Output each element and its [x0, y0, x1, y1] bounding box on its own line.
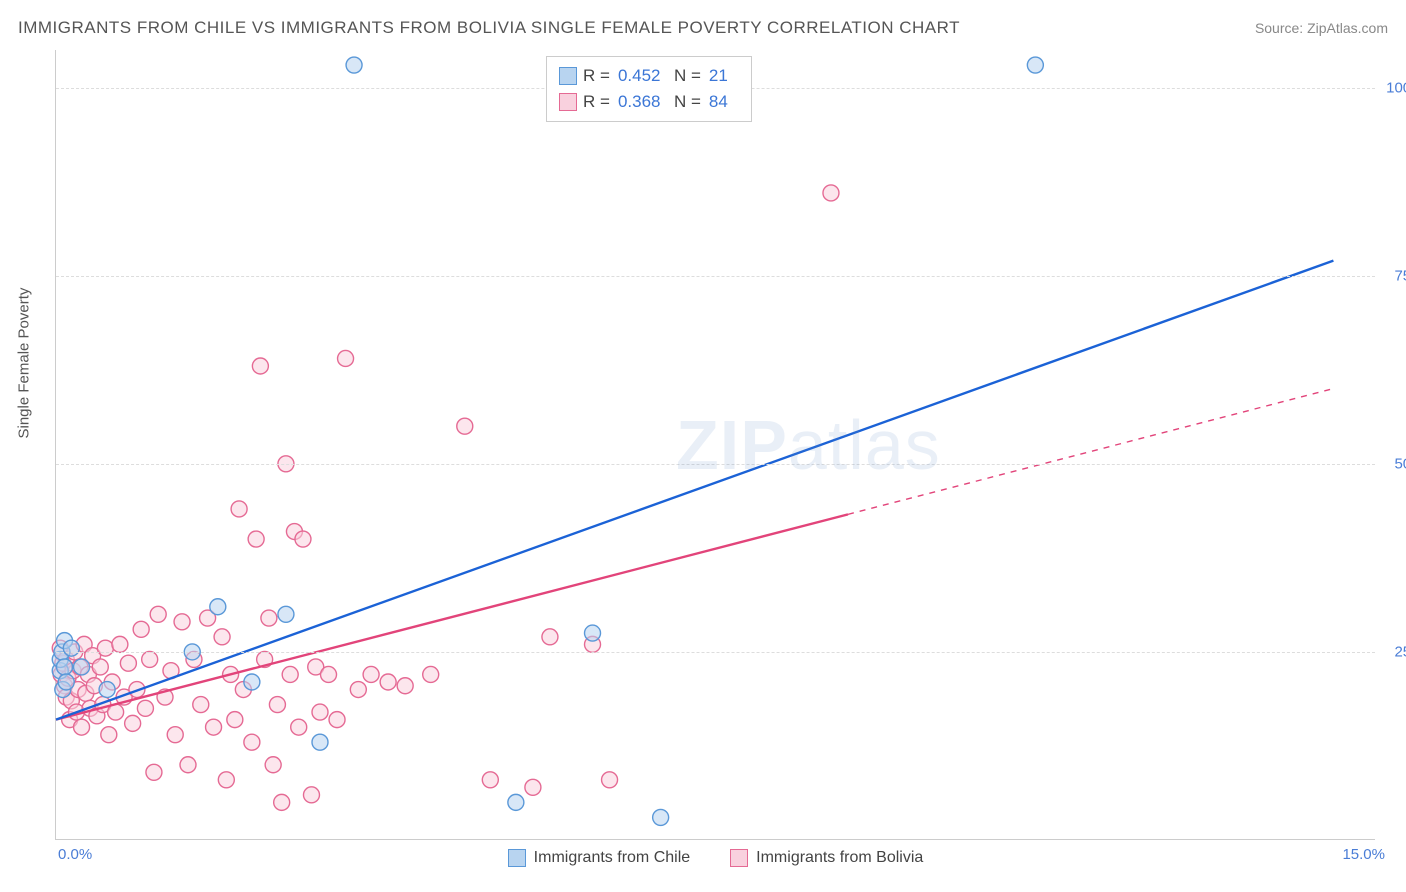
scatter-point-bolivia — [338, 350, 354, 366]
scatter-point-chile — [346, 57, 362, 73]
y-axis-label: Single Female Poverty — [16, 288, 33, 439]
scatter-point-chile — [585, 625, 601, 641]
y-tick-label: 75.0% — [1381, 267, 1406, 284]
chart-title: IMMIGRANTS FROM CHILE VS IMMIGRANTS FROM… — [18, 18, 960, 38]
scatter-point-bolivia — [112, 636, 128, 652]
scatter-point-bolivia — [321, 666, 337, 682]
legend-r-label: R = — [583, 66, 610, 86]
legend-corr-row-bolivia: R = 0.368 N = 84 — [559, 89, 739, 115]
y-tick-label: 50.0% — [1381, 455, 1406, 472]
scatter-point-bolivia — [231, 501, 247, 517]
regression-line-bolivia-dashed — [848, 389, 1333, 515]
scatter-point-bolivia — [218, 772, 234, 788]
legend-swatch — [508, 849, 526, 867]
scatter-point-bolivia — [180, 757, 196, 773]
scatter-point-bolivia — [363, 666, 379, 682]
legend-n-label: N = — [674, 66, 701, 86]
scatter-point-bolivia — [252, 358, 268, 374]
scatter-point-bolivia — [248, 531, 264, 547]
scatter-point-bolivia — [482, 772, 498, 788]
legend-corr-row-chile: R = 0.452 N = 21 — [559, 63, 739, 89]
gridline — [56, 276, 1375, 277]
x-tick-label: 0.0% — [58, 846, 92, 863]
legend-r-value: 0.368 — [618, 92, 668, 112]
scatter-point-bolivia — [397, 678, 413, 694]
scatter-point-bolivia — [133, 621, 149, 637]
legend-series-label: Immigrants from Chile — [534, 849, 690, 867]
scatter-point-bolivia — [269, 697, 285, 713]
scatter-point-bolivia — [329, 712, 345, 728]
scatter-point-bolivia — [350, 682, 366, 698]
gridline — [56, 652, 1375, 653]
scatter-point-bolivia — [295, 531, 311, 547]
source-label: Source: ZipAtlas.com — [1255, 20, 1388, 36]
scatter-point-bolivia — [244, 734, 260, 750]
scatter-point-bolivia — [167, 727, 183, 743]
scatter-point-chile — [653, 809, 669, 825]
scatter-point-bolivia — [265, 757, 281, 773]
scatter-point-chile — [63, 640, 79, 656]
scatter-point-bolivia — [174, 614, 190, 630]
legend-n-label: N = — [674, 92, 701, 112]
scatter-point-bolivia — [380, 674, 396, 690]
scatter-point-bolivia — [206, 719, 222, 735]
scatter-point-bolivia — [823, 185, 839, 201]
legend-swatch — [559, 67, 577, 85]
legend-n-value: 21 — [709, 66, 739, 86]
y-tick-label: 100.0% — [1381, 79, 1406, 96]
scatter-point-bolivia — [261, 610, 277, 626]
scatter-point-chile — [210, 599, 226, 615]
scatter-point-bolivia — [291, 719, 307, 735]
scatter-point-chile — [57, 659, 73, 675]
scatter-point-bolivia — [92, 659, 108, 675]
legend-swatch — [559, 93, 577, 111]
scatter-point-bolivia — [312, 704, 328, 720]
scatter-point-chile — [99, 682, 115, 698]
scatter-point-bolivia — [457, 418, 473, 434]
scatter-point-bolivia — [142, 651, 158, 667]
scatter-point-chile — [312, 734, 328, 750]
legend-swatch — [730, 849, 748, 867]
gridline — [56, 464, 1375, 465]
scatter-point-bolivia — [282, 666, 298, 682]
x-tick-label: 15.0% — [1342, 846, 1385, 863]
scatter-point-chile — [1027, 57, 1043, 73]
legend-r-value: 0.452 — [618, 66, 668, 86]
regression-line-chile — [56, 261, 1333, 720]
scatter-point-bolivia — [525, 779, 541, 795]
scatter-point-chile — [74, 659, 90, 675]
scatter-point-bolivia — [150, 606, 166, 622]
scatter-point-bolivia — [146, 764, 162, 780]
legend-correlation: R = 0.452 N = 21 R = 0.368 N = 84 — [546, 56, 752, 122]
legend-r-label: R = — [583, 92, 610, 112]
scatter-point-bolivia — [602, 772, 618, 788]
scatter-point-bolivia — [423, 666, 439, 682]
scatter-point-chile — [58, 674, 74, 690]
scatter-point-bolivia — [125, 715, 141, 731]
scatter-point-bolivia — [137, 700, 153, 716]
legend-series-item-chile: Immigrants from Chile — [508, 849, 690, 867]
y-tick-label: 25.0% — [1381, 643, 1406, 660]
scatter-point-chile — [278, 606, 294, 622]
scatter-point-bolivia — [193, 697, 209, 713]
legend-series-label: Immigrants from Bolivia — [756, 849, 923, 867]
scatter-point-bolivia — [303, 787, 319, 803]
legend-series-item-bolivia: Immigrants from Bolivia — [730, 849, 923, 867]
scatter-point-chile — [244, 674, 260, 690]
plot-area: 25.0%50.0%75.0%100.0% ZIPatlas R =0.452N… — [55, 50, 1375, 840]
scatter-point-bolivia — [227, 712, 243, 728]
chart-svg — [56, 50, 1375, 839]
scatter-point-bolivia — [214, 629, 230, 645]
scatter-point-bolivia — [74, 719, 90, 735]
scatter-point-bolivia — [120, 655, 136, 671]
scatter-point-chile — [508, 794, 524, 810]
scatter-point-bolivia — [542, 629, 558, 645]
scatter-point-bolivia — [97, 640, 113, 656]
scatter-point-bolivia — [274, 794, 290, 810]
legend-series: Immigrants from Chile Immigrants from Bol… — [56, 849, 1375, 867]
scatter-point-bolivia — [101, 727, 117, 743]
legend-n-value: 84 — [709, 92, 739, 112]
